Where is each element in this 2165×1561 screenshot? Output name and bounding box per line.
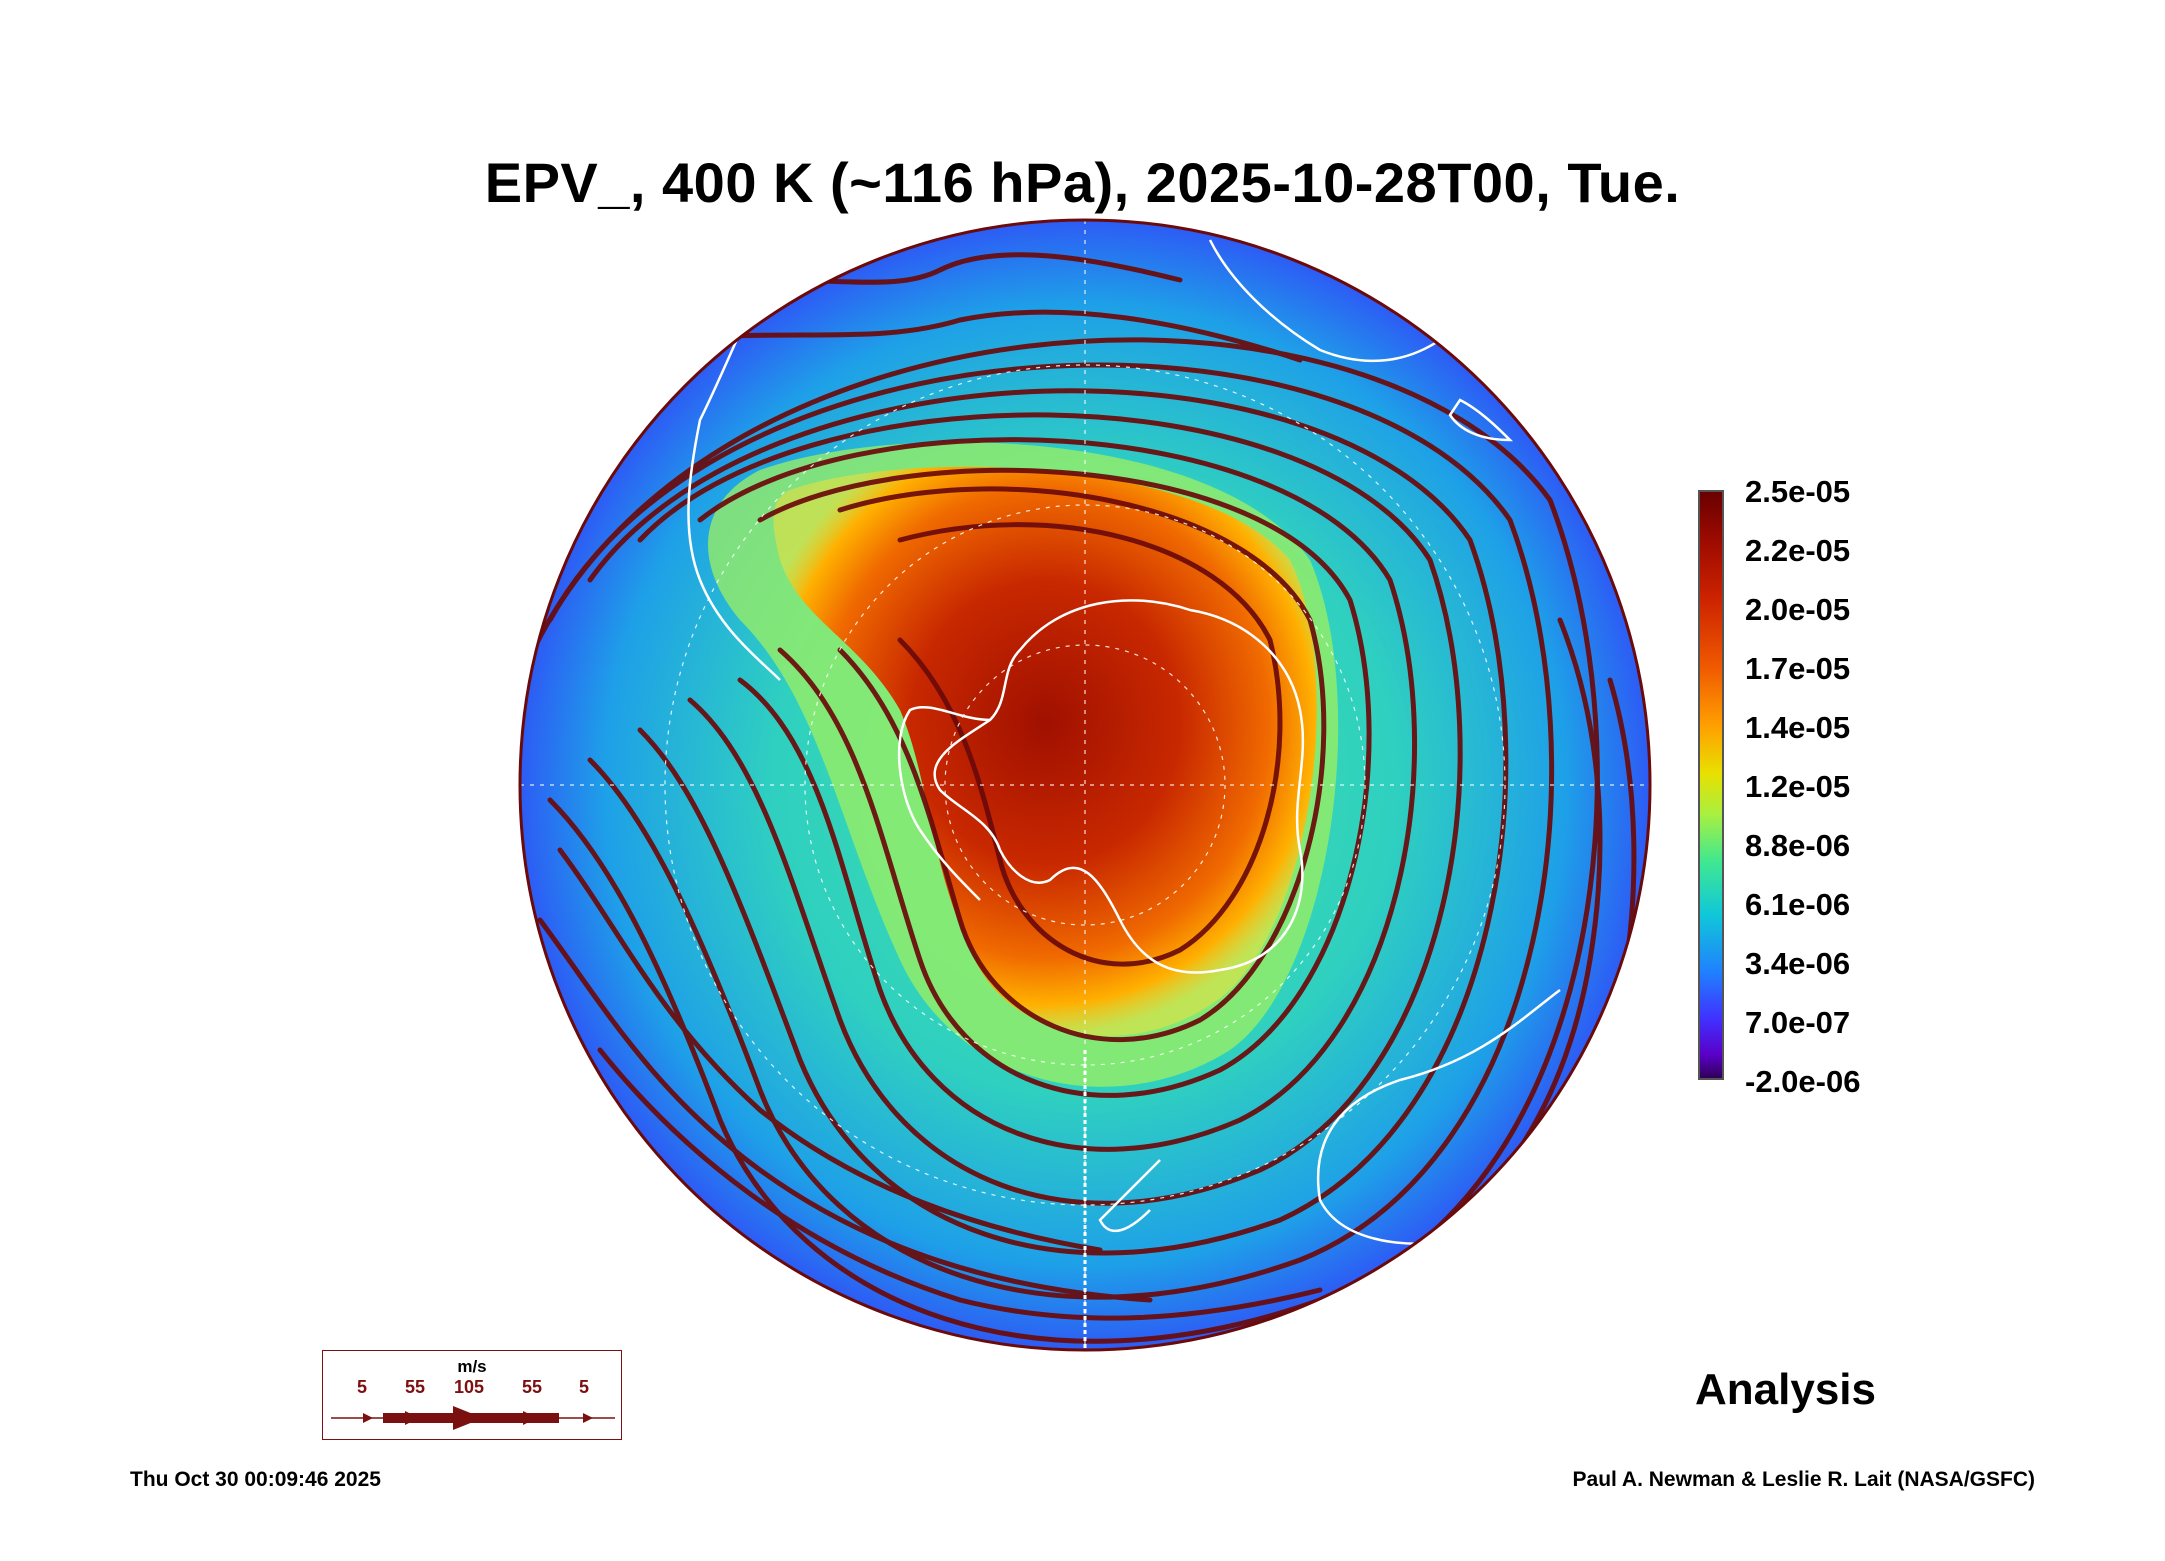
wind-speed-legend: m/s 5 55 105 55 5	[322, 1350, 622, 1440]
wind-speed-label: 5	[579, 1377, 590, 1397]
colorbar-label: 2.0e-05	[1745, 592, 1851, 627]
south-america-coast	[687, 289, 781, 681]
colorbar-label: 2.5e-05	[1745, 474, 1851, 509]
colorbar-label: 8.8e-06	[1745, 828, 1851, 863]
polar-vortex	[773, 466, 1317, 1036]
wind-arrow-scale	[331, 1406, 615, 1430]
colorbar-label: -2.0e-06	[1745, 1064, 1861, 1099]
colorbar-label: 1.2e-05	[1745, 769, 1851, 804]
epv-colorbar	[1698, 490, 1724, 1080]
wind-speed-label: 55	[522, 1377, 543, 1397]
colorbar-label: 1.4e-05	[1745, 710, 1851, 745]
colorbar-label: 3.4e-06	[1745, 946, 1851, 981]
africa-coast	[1208, 239, 1441, 363]
product-label: Analysis	[1695, 1365, 1876, 1414]
colorbar-label: 6.1e-06	[1745, 887, 1851, 922]
page-title: EPV_, 400 K (~116 hPa), 2025-10-28T00, T…	[484, 151, 1681, 214]
wind-speed-label: 105	[454, 1377, 485, 1397]
antarctica-coast	[933, 599, 1305, 974]
colorbar-label: 2.2e-05	[1745, 533, 1851, 568]
wind-speed-label: 5	[357, 1377, 368, 1397]
colorbar-label: 1.7e-05	[1745, 651, 1851, 686]
wind-speed-label: 55	[405, 1377, 426, 1397]
new-zealand-coast	[1098, 1159, 1161, 1232]
graticule	[520, 220, 1650, 1350]
author-credit: Paul A. Newman & Leslie R. Lait (NASA/GS…	[1572, 1468, 2035, 1491]
map-disk-outline	[518, 218, 1652, 1352]
generation-timestamp: Thu Oct 30 00:09:46 2025	[130, 1468, 381, 1491]
wind-unit-label: m/s	[457, 1357, 487, 1376]
madagascar-coast	[1448, 398, 1514, 442]
antarctic-peninsula	[897, 705, 991, 901]
colorbar-label: 7.0e-07	[1745, 1005, 1851, 1040]
